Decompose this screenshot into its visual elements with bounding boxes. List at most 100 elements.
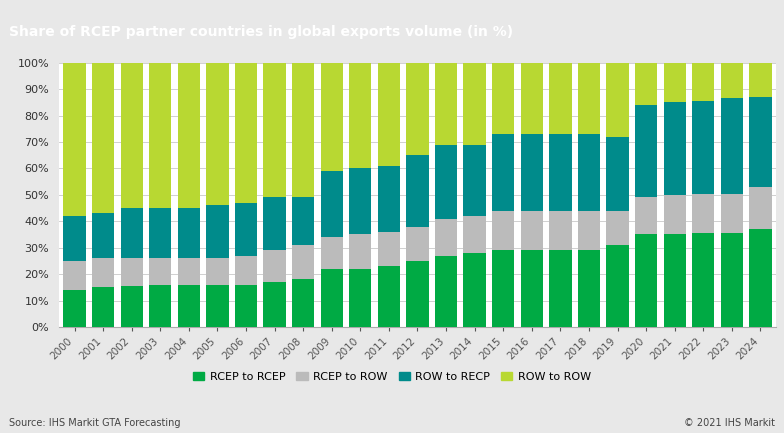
Bar bbox=[64, 63, 85, 216]
Bar bbox=[121, 286, 143, 327]
Bar bbox=[720, 233, 743, 327]
Text: © 2021 IHS Markit: © 2021 IHS Markit bbox=[684, 418, 775, 428]
Bar bbox=[720, 98, 743, 194]
Bar bbox=[321, 269, 343, 327]
Text: Source: IHS Markit GTA Forecasting: Source: IHS Markit GTA Forecasting bbox=[9, 418, 181, 428]
Bar bbox=[663, 63, 686, 102]
Bar bbox=[578, 63, 600, 134]
Bar bbox=[663, 102, 686, 195]
Bar bbox=[635, 235, 657, 327]
Bar bbox=[263, 282, 285, 327]
Text: Share of RCEP partner countries in global exports volume (in %): Share of RCEP partner countries in globa… bbox=[9, 25, 514, 39]
Bar bbox=[292, 63, 314, 197]
Bar bbox=[235, 203, 257, 255]
Bar bbox=[149, 258, 172, 284]
Bar bbox=[492, 211, 514, 250]
Bar bbox=[606, 245, 629, 327]
Bar bbox=[406, 261, 429, 327]
Bar bbox=[149, 208, 172, 258]
Bar bbox=[463, 63, 486, 145]
Bar bbox=[435, 219, 457, 255]
Bar bbox=[378, 63, 400, 166]
Bar bbox=[263, 197, 285, 250]
Bar bbox=[292, 279, 314, 327]
Bar bbox=[235, 255, 257, 284]
Bar bbox=[435, 63, 457, 145]
Bar bbox=[606, 137, 629, 211]
Bar bbox=[64, 261, 85, 290]
Bar bbox=[349, 63, 372, 168]
Bar bbox=[235, 284, 257, 327]
Bar bbox=[406, 155, 429, 226]
Bar bbox=[92, 63, 114, 213]
Bar bbox=[235, 63, 257, 203]
Bar bbox=[492, 63, 514, 134]
Bar bbox=[663, 235, 686, 327]
Bar bbox=[178, 63, 200, 208]
Bar bbox=[692, 233, 714, 327]
Bar bbox=[149, 63, 172, 208]
Bar bbox=[92, 288, 114, 327]
Bar bbox=[720, 63, 743, 98]
Bar bbox=[321, 63, 343, 171]
Bar bbox=[178, 258, 200, 284]
Bar bbox=[606, 63, 629, 137]
Bar bbox=[92, 258, 114, 288]
Bar bbox=[635, 105, 657, 197]
Bar bbox=[492, 134, 514, 211]
Bar bbox=[578, 250, 600, 327]
Bar bbox=[321, 237, 343, 269]
Bar bbox=[349, 235, 372, 269]
Bar bbox=[521, 250, 543, 327]
Bar bbox=[550, 211, 572, 250]
Legend: RCEP to RCEP, RCEP to ROW, ROW to RECP, ROW to ROW: RCEP to RCEP, RCEP to ROW, ROW to RECP, … bbox=[189, 367, 595, 386]
Bar bbox=[121, 208, 143, 258]
Bar bbox=[206, 63, 229, 205]
Bar bbox=[550, 250, 572, 327]
Bar bbox=[606, 211, 629, 245]
Bar bbox=[178, 208, 200, 258]
Bar bbox=[578, 211, 600, 250]
Bar bbox=[406, 226, 429, 261]
Bar bbox=[692, 194, 714, 233]
Bar bbox=[378, 166, 400, 232]
Bar bbox=[121, 63, 143, 208]
Bar bbox=[206, 258, 229, 284]
Bar bbox=[521, 134, 543, 211]
Bar bbox=[263, 250, 285, 282]
Bar bbox=[64, 216, 85, 261]
Bar bbox=[635, 197, 657, 235]
Bar bbox=[692, 63, 714, 101]
Bar bbox=[406, 63, 429, 155]
Bar bbox=[463, 145, 486, 216]
Bar bbox=[578, 134, 600, 211]
Bar bbox=[521, 63, 543, 134]
Bar bbox=[349, 168, 372, 235]
Bar bbox=[463, 253, 486, 327]
Bar bbox=[663, 195, 686, 235]
Bar bbox=[750, 63, 771, 97]
Bar bbox=[378, 266, 400, 327]
Bar bbox=[263, 63, 285, 197]
Bar bbox=[550, 63, 572, 134]
Bar bbox=[492, 250, 514, 327]
Bar bbox=[750, 229, 771, 327]
Bar bbox=[292, 245, 314, 279]
Bar bbox=[692, 101, 714, 194]
Bar bbox=[435, 145, 457, 219]
Bar bbox=[64, 290, 85, 327]
Bar bbox=[321, 171, 343, 237]
Bar bbox=[521, 211, 543, 250]
Bar bbox=[435, 255, 457, 327]
Bar bbox=[635, 63, 657, 105]
Bar bbox=[292, 197, 314, 245]
Bar bbox=[178, 284, 200, 327]
Bar bbox=[149, 284, 172, 327]
Bar bbox=[378, 232, 400, 266]
Bar bbox=[750, 97, 771, 187]
Bar bbox=[92, 213, 114, 258]
Bar bbox=[750, 187, 771, 229]
Bar bbox=[720, 194, 743, 233]
Bar bbox=[349, 269, 372, 327]
Bar bbox=[463, 216, 486, 253]
